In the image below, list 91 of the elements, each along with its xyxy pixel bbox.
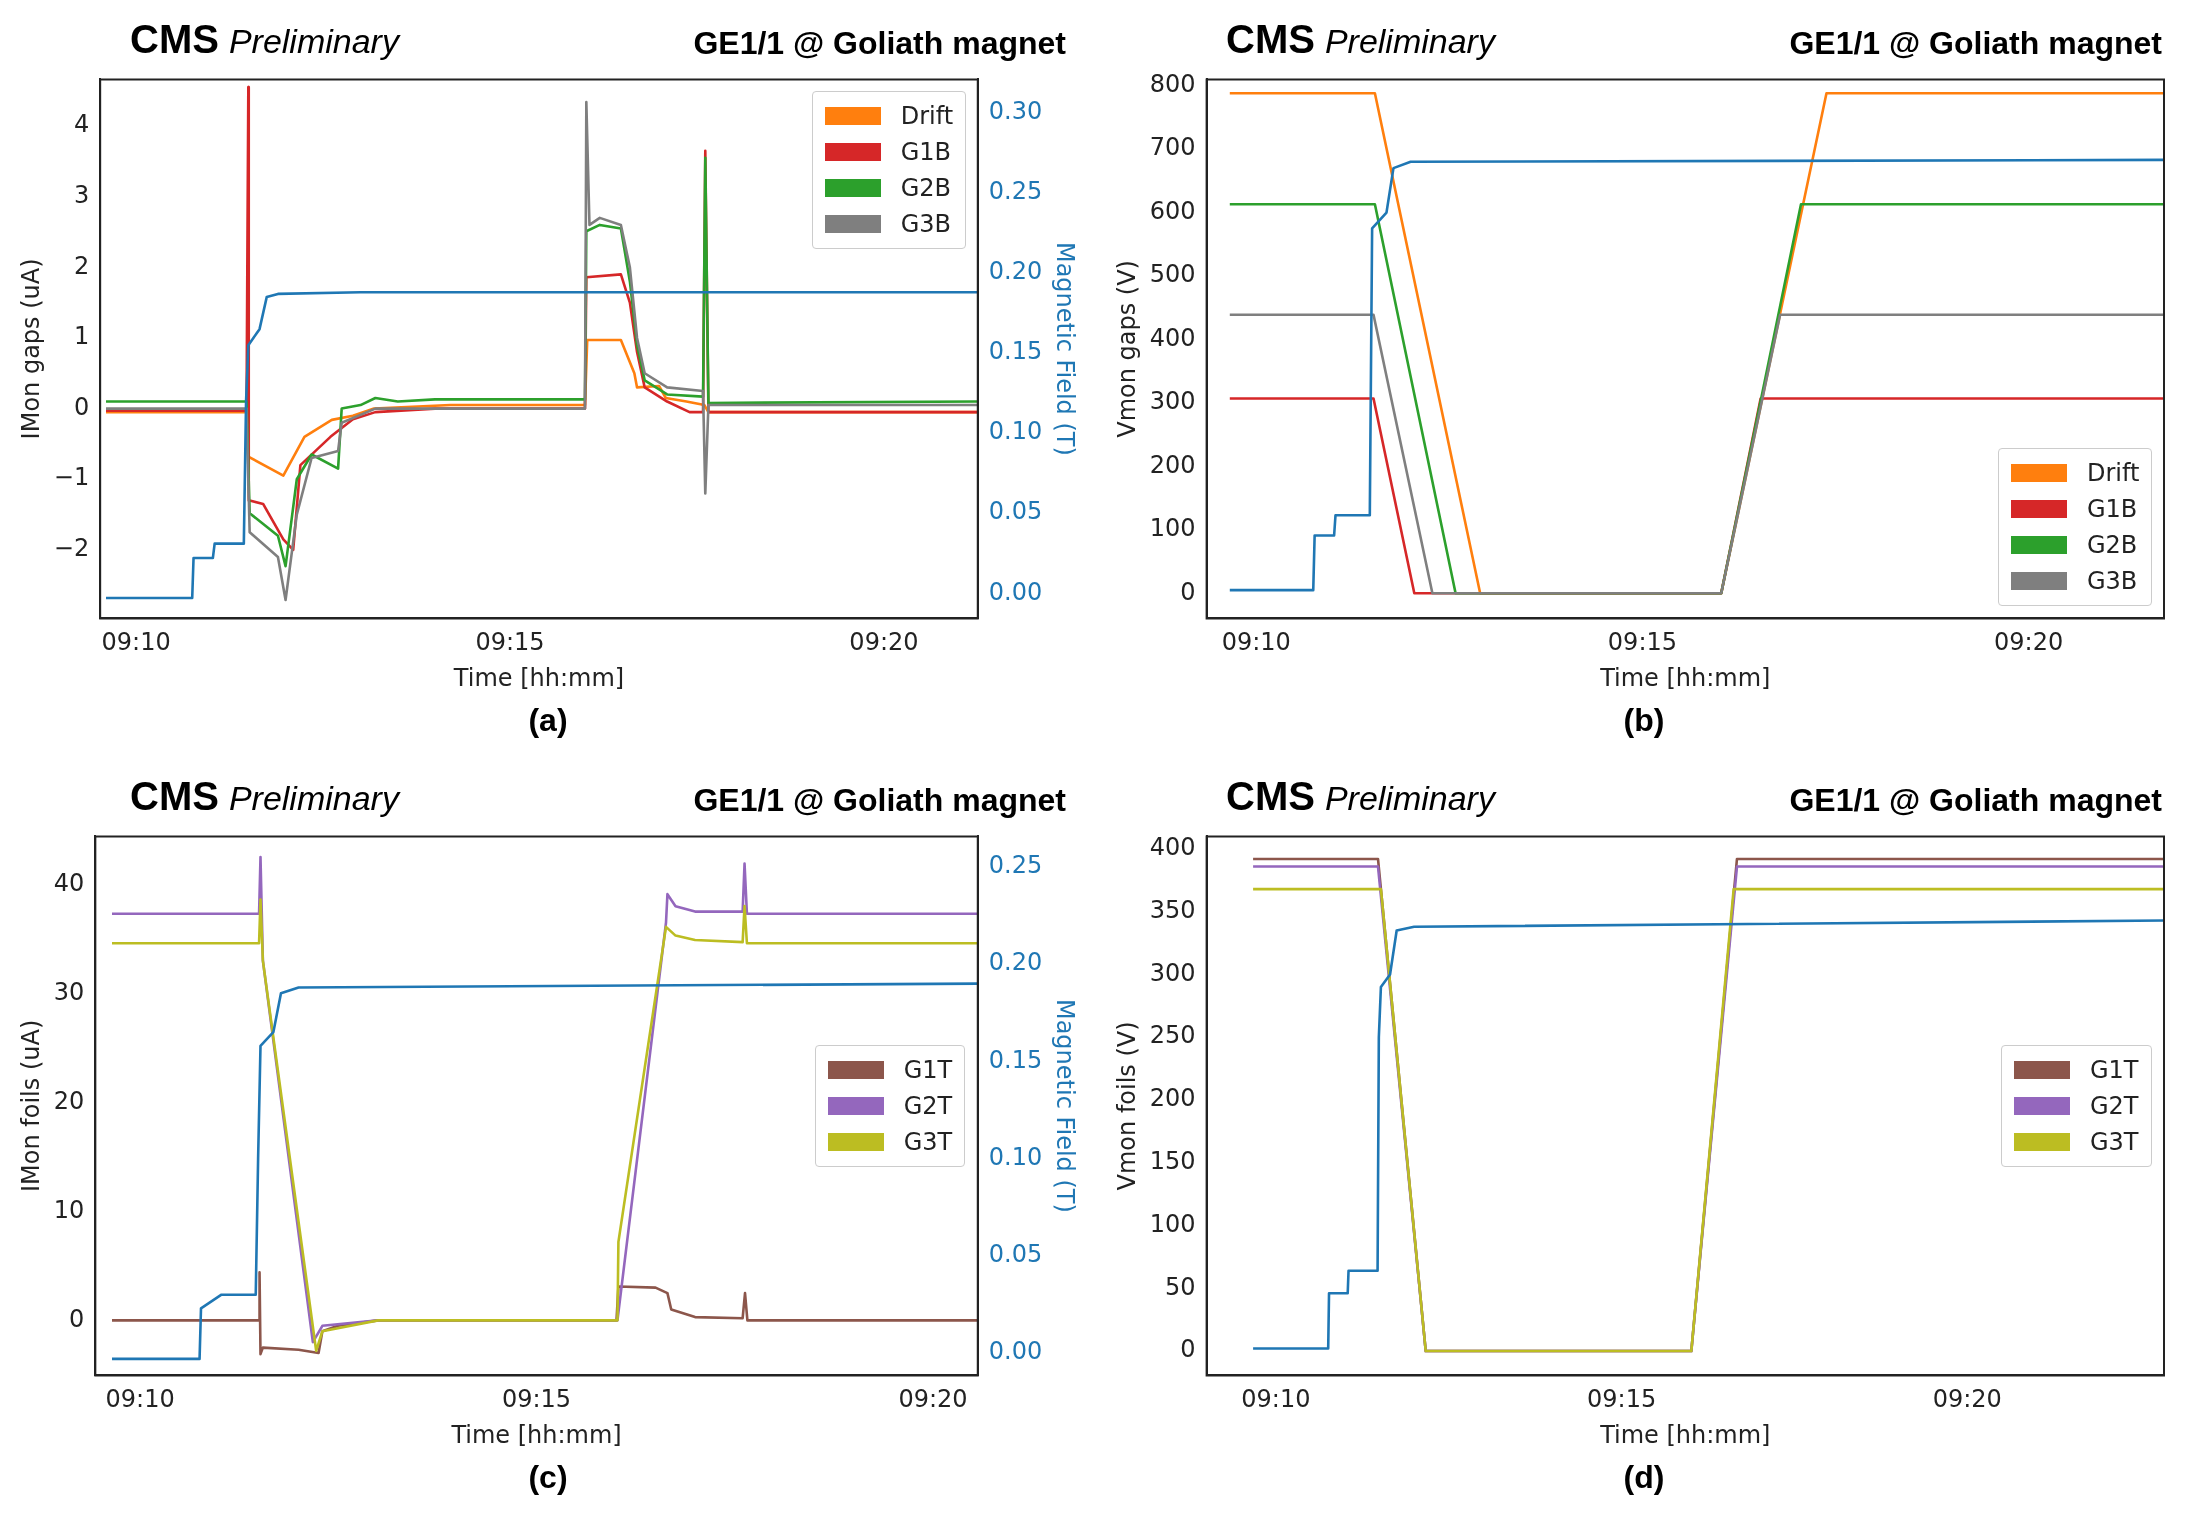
legend-label: Drift: [2087, 459, 2140, 488]
y-tick-label: 200: [1149, 1084, 1196, 1113]
y-tick-label: 30: [53, 977, 85, 1006]
x-tick-label: 09:15: [1587, 1385, 1657, 1414]
y-tick-label: −2: [53, 534, 90, 563]
y-tick-label: 100: [1149, 1209, 1196, 1238]
x-axis-title: Time [hh:mm]: [452, 663, 625, 692]
y-tick-label: 350: [1149, 895, 1196, 924]
y-axis-title: IMon gaps (uA): [16, 258, 45, 440]
y-axis-title: IMon foils (uA): [16, 1019, 45, 1193]
legend-label: Drift: [900, 102, 954, 131]
legend-label: G1B: [2087, 495, 2138, 524]
y2-tick-label: 0.20: [988, 257, 1043, 286]
y2-tick-label: 0.25: [988, 851, 1043, 880]
y-tick-label: 0: [69, 1304, 85, 1333]
chart-title: CMS Preliminary: [130, 17, 399, 61]
legend-label: G2T: [903, 1091, 953, 1120]
x-tick-label: 09:10: [1241, 1385, 1311, 1414]
legend-label: G1T: [2090, 1055, 2139, 1084]
y-tick-label: 1: [73, 322, 90, 351]
y-tick-label: 150: [1149, 1147, 1196, 1175]
x-tick-label: 09:20: [1994, 628, 2064, 657]
y-tick-label: 40: [53, 868, 85, 897]
x-axis-title: Time [hh:mm]: [1599, 663, 1771, 692]
legend-label: G2B: [900, 174, 952, 203]
legend-label: G3B: [900, 210, 952, 239]
y-axis-title: Vmon foils (V): [1112, 1021, 1141, 1191]
y-tick-label: −1: [53, 463, 90, 492]
y-tick-label: 400: [1149, 833, 1196, 862]
x-tick-label: 09:10: [1221, 628, 1291, 657]
legend-label: G1B: [900, 138, 952, 167]
y2-tick-label: 0.20: [988, 948, 1043, 977]
y-tick-label: 10: [53, 1195, 85, 1224]
x-tick-label: 09:20: [1932, 1385, 2002, 1414]
x-tick-label: 09:15: [501, 1385, 572, 1414]
x-tick-label: 09:10: [105, 1385, 175, 1414]
y-tick-label: 250: [1149, 1021, 1196, 1050]
legend-label: G3T: [903, 1127, 953, 1156]
y2-axis-title: Magnetic Field (T): [1051, 998, 1080, 1213]
y-axis-title: Vmon gaps (V): [1112, 260, 1141, 438]
y-tick-label: 50: [1165, 1272, 1196, 1301]
y-tick-label: 800: [1149, 69, 1196, 98]
legend-label: G2T: [2090, 1091, 2139, 1120]
y2-tick-label: 0.00: [988, 577, 1043, 606]
chart-subtitle: GE1/1 @ Goliath magnet: [1789, 25, 2162, 62]
y-tick-label: 0: [73, 392, 90, 421]
y-tick-label: 0: [1180, 577, 1196, 606]
x-axis-title: Time [hh:mm]: [450, 1420, 622, 1449]
y-tick-label: 400: [1149, 323, 1196, 352]
y-tick-label: 4: [73, 110, 90, 139]
y-tick-label: 300: [1149, 387, 1196, 416]
text: (d): [1622, 1459, 1666, 1496]
y2-tick-label: 0.05: [988, 1240, 1043, 1269]
chart-subtitle: GE1/1 @ Goliath magnet: [693, 25, 1066, 62]
text: (b): [1622, 702, 1666, 739]
y-tick-label: 200: [1149, 450, 1196, 479]
y-tick-label: 100: [1149, 514, 1196, 543]
y2-tick-label: 0.30: [988, 97, 1043, 126]
y2-tick-label: 0.15: [988, 1045, 1043, 1074]
chart-subtitle: GE1/1 @ Goliath magnet: [693, 782, 1066, 819]
legend-label: G3T: [2090, 1127, 2139, 1156]
text: (a): [527, 702, 569, 739]
y2-tick-label: 0.10: [988, 1142, 1043, 1171]
x-tick-label: 09:15: [475, 628, 545, 657]
x-tick-label: 09:20: [898, 1385, 968, 1414]
chart-title: CMS Preliminary: [1226, 17, 1495, 61]
y2-tick-label: 0.25: [988, 177, 1043, 206]
y2-tick-label: 0.10: [988, 417, 1043, 446]
x-tick-label: 09:15: [1607, 628, 1677, 657]
y-tick-label: 3: [73, 180, 90, 209]
y-tick-label: 500: [1149, 260, 1196, 289]
x-tick-label: 09:20: [849, 628, 919, 657]
y2-axis-title: Magnetic Field (T): [1051, 241, 1080, 456]
y2-tick-label: 0.15: [988, 337, 1043, 366]
chart-title: CMS Preliminary: [1226, 774, 1495, 818]
legend-label: G1T: [903, 1055, 953, 1084]
y-tick-label: 300: [1149, 958, 1196, 987]
x-tick-label: 09:10: [101, 628, 171, 657]
y2-tick-label: 0.00: [988, 1337, 1043, 1366]
legend-label: G2B: [2087, 531, 2138, 560]
y2-tick-label: 0.05: [988, 497, 1043, 526]
y-tick-label: 0: [1180, 1335, 1196, 1364]
x-axis-title: Time [hh:mm]: [1599, 1420, 1771, 1449]
legend-label: G3B: [2087, 567, 2138, 596]
y-tick-label: 700: [1149, 133, 1196, 162]
y-tick-label: 2: [73, 251, 90, 280]
chart-subtitle: GE1/1 @ Goliath magnet: [1789, 782, 2162, 819]
chart-title: CMS Preliminary: [130, 774, 399, 818]
y-tick-label: 600: [1149, 196, 1196, 225]
text: (c): [527, 1459, 569, 1496]
y-tick-label: 20: [53, 1086, 85, 1115]
